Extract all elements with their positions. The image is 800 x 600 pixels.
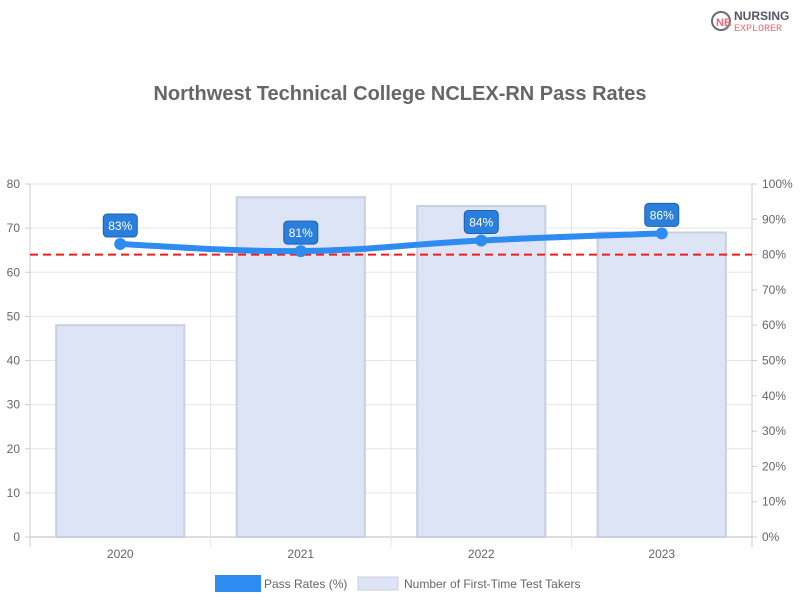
data-label: 81% <box>289 226 313 240</box>
data-label: 86% <box>650 208 674 222</box>
legend-label-test-takers[interactable]: Number of First-Time Test Takers <box>404 577 580 591</box>
y-left-tick-label: 20 <box>7 442 21 456</box>
legend: Pass Rates (%) Number of First-Time Test… <box>215 575 580 592</box>
y-left-tick-label: 40 <box>7 354 21 368</box>
data-label-box <box>102 213 138 238</box>
y-right-tick-label: 20% <box>762 459 786 473</box>
bar-2022 <box>416 205 547 538</box>
data-label-box <box>644 202 680 227</box>
y-right-tick-label: 70% <box>762 283 786 297</box>
y-right-tick-label: 40% <box>762 389 786 403</box>
data-labels: 83% 81% 84% 86% <box>102 202 680 245</box>
pass-rate-point-2021 <box>294 245 307 258</box>
y-right-tick-label: 10% <box>762 495 786 509</box>
y-right-tick-label: 0% <box>762 530 780 544</box>
x-tick-label: 2021 <box>287 547 314 561</box>
logo-line1: NURSING <box>734 9 789 23</box>
y-right-tick-label: 90% <box>762 212 786 226</box>
y-left-tick-label: 60 <box>7 265 21 279</box>
y-left-tick-label: 30 <box>7 398 21 412</box>
y-right-tick-label: 30% <box>762 424 786 438</box>
legend-swatch-pass-rates[interactable] <box>215 575 261 592</box>
bar-2023 <box>596 231 727 538</box>
x-tick-label: 2023 <box>648 547 675 561</box>
chart-title: Northwest Technical College NCLEX-RN Pas… <box>153 83 646 105</box>
data-label: 84% <box>469 215 493 229</box>
x-tick-label: 2020 <box>107 547 134 561</box>
bar-2020 <box>55 324 186 539</box>
logo-line2: EXPLORER <box>734 24 782 35</box>
y-right-tick-label: 80% <box>762 248 786 262</box>
y-left-tick-label: 70 <box>7 221 21 235</box>
axes: 0 10 20 30 40 50 60 70 80 0% 10% 20% 30% 40% 50% 60% 70%… <box>7 177 793 561</box>
y-right-tick-label: 50% <box>762 354 786 368</box>
legend-swatch-test-takers[interactable] <box>357 576 399 591</box>
y-right-tick-label: 60% <box>762 318 786 332</box>
y-left-tick-label: 50 <box>7 309 21 323</box>
data-label: 83% <box>108 219 132 233</box>
pass-rate-point-2022 <box>475 234 488 247</box>
logo: NE NURSING EXPLORER <box>711 9 789 35</box>
logo-circle-icon <box>711 11 731 31</box>
pass-rate-line <box>114 227 668 258</box>
legend-label-pass-rates[interactable]: Pass Rates (%) <box>264 577 347 591</box>
pass-rate-point-2020 <box>114 238 127 251</box>
y-left-tick-label: 0 <box>13 530 20 544</box>
data-label-box <box>283 220 319 245</box>
logo-mark: NE <box>716 17 731 29</box>
pass-rate-point-2023 <box>655 227 668 240</box>
y-left-tick-label: 10 <box>7 486 21 500</box>
pass-rate-line-path <box>117 230 665 255</box>
data-label-box <box>463 209 499 234</box>
y-right-tick-label: 100% <box>762 177 793 191</box>
y-left-tick-label: 80 <box>7 177 21 191</box>
x-tick-label: 2022 <box>468 547 495 561</box>
